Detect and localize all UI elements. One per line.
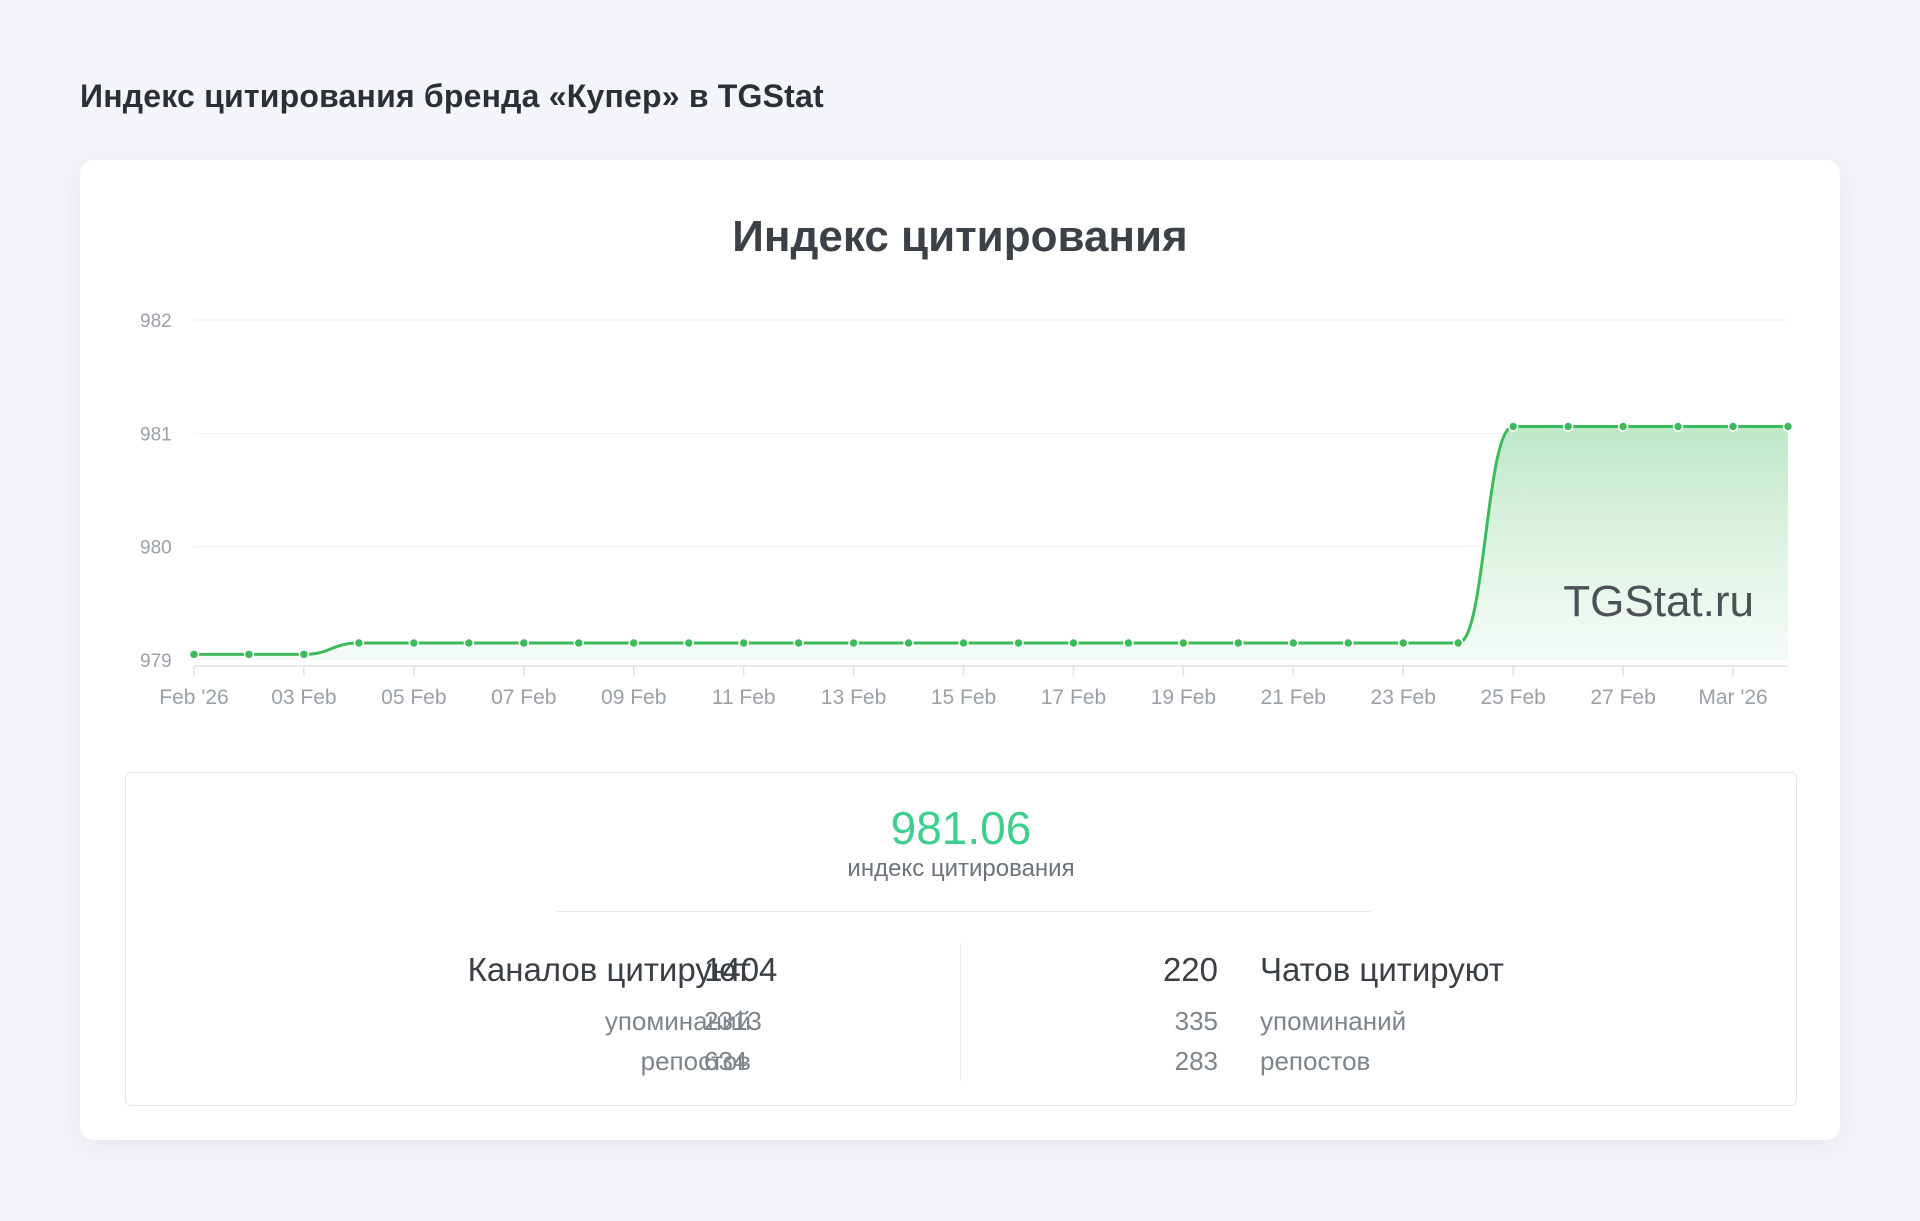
y-tick-label: 982: [140, 311, 172, 332]
channels-count: 1404: [704, 951, 778, 988]
data-point: [1617, 421, 1629, 432]
data-point: [628, 637, 639, 649]
x-tick-label: 03 Feb: [271, 686, 336, 709]
x-tick-label: 23 Feb: [1371, 686, 1436, 709]
index-label: индекс цитирования: [847, 855, 1075, 882]
data-point: [1233, 637, 1244, 649]
channels-reposts-value: 634: [704, 1046, 748, 1076]
data-point: [1343, 637, 1354, 649]
data-point: [1397, 637, 1409, 649]
stats-column-divider: [960, 943, 961, 1081]
data-point: [1288, 637, 1299, 649]
channels-mentions-label: упоминаний: [604, 1006, 751, 1036]
data-point: [1178, 637, 1189, 649]
x-tick-label: 09 Feb: [601, 686, 666, 709]
x-tick-label: 25 Feb: [1480, 686, 1545, 709]
index-value: 981.06: [890, 802, 1032, 854]
y-tick-label: 981: [140, 424, 172, 445]
data-point: [1507, 421, 1519, 432]
data-point: [1068, 637, 1079, 649]
chats-reposts-label: репостов: [1260, 1046, 1371, 1076]
data-point: [1562, 421, 1574, 432]
data-point: [243, 649, 255, 660]
data-point: [573, 637, 585, 649]
x-tick-label: 19 Feb: [1151, 686, 1216, 709]
data-point: [1123, 637, 1134, 649]
data-point: [1672, 421, 1684, 432]
x-tick-label: 05 Feb: [381, 686, 446, 709]
data-point: [1782, 421, 1794, 432]
data-point: [1452, 637, 1464, 649]
x-tick-label: 27 Feb: [1590, 686, 1655, 709]
data-point: [683, 637, 694, 649]
chats-count: 220: [1162, 951, 1218, 988]
y-tick-label: 979: [140, 651, 172, 672]
series-area: [194, 426, 1788, 660]
data-point: [848, 637, 859, 649]
chats-mentions-value: 335: [1174, 1006, 1218, 1036]
data-point: [353, 637, 365, 649]
x-tick-label: 15 Feb: [931, 686, 996, 709]
data-point: [518, 637, 530, 649]
stats-divider: [556, 911, 1371, 912]
x-tick-label: Feb '26: [159, 686, 228, 709]
data-point: [188, 649, 200, 660]
data-point: [738, 637, 749, 649]
chart-title: Индекс цитирования: [732, 212, 1188, 261]
channels-title: Каналов цитируют: [467, 951, 751, 988]
data-point: [903, 637, 914, 649]
channels-reposts-label: репостов: [640, 1046, 751, 1076]
page-heading: Индекс цитирования бренда «Купер» в TGSt…: [80, 78, 824, 114]
x-tick-label: 13 Feb: [821, 686, 886, 709]
x-tick-label: 07 Feb: [491, 686, 556, 709]
y-tick-label: 980: [140, 538, 172, 559]
data-point: [298, 649, 310, 660]
channels-mentions-value: 2313: [704, 1006, 762, 1036]
x-tick-label: 17 Feb: [1041, 686, 1106, 709]
data-point: [958, 637, 969, 649]
tgstat-watermark: TGStat.ru: [1563, 577, 1754, 626]
x-tick-label: Mar '26: [1698, 686, 1767, 709]
citation-stats-panel: 981.06 индекс цитирования Каналов цитиру…: [125, 772, 1797, 1106]
data-point: [1727, 421, 1739, 432]
chats-title: Чатов цитируют: [1260, 951, 1504, 988]
data-point: [1013, 637, 1024, 649]
x-tick-label: 11 Feb: [712, 686, 776, 709]
chats-reposts-value: 283: [1174, 1046, 1218, 1076]
x-tick-label: 21 Feb: [1261, 686, 1326, 709]
chart-card: Индекс цитирования Feb '26 03 Feb 05 Feb 07…: [80, 160, 1840, 1140]
data-point: [463, 637, 475, 649]
chats-mentions-label: упоминаний: [1260, 1006, 1407, 1036]
citation-index-chart: Feb '26 03 Feb 05 Feb 07 Feb 09 Feb 11 Feb 13 …: [140, 311, 1794, 709]
data-point: [408, 637, 420, 649]
data-point: [793, 637, 804, 649]
